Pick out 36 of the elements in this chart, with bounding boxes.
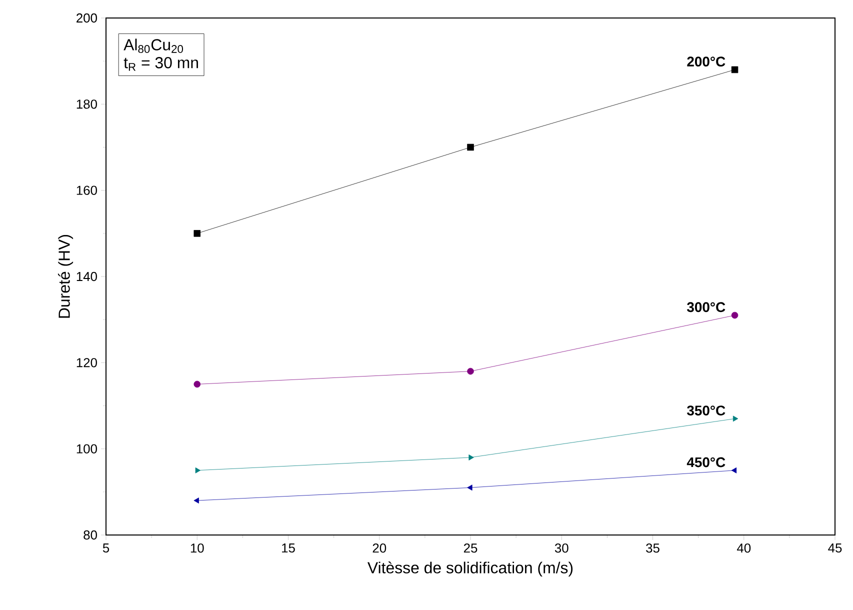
x-tick-label: 40 [736, 544, 751, 553]
series-label: 450°C [686, 457, 726, 468]
x-tick-label: 35 [646, 544, 660, 553]
point [195, 467, 201, 474]
x-tick-label: 10 [190, 544, 204, 553]
y-tick-label: 180 [76, 100, 97, 109]
point [194, 230, 201, 237]
point [467, 368, 474, 375]
series-label: 350°C [686, 406, 726, 416]
x-tick-label: 45 [828, 544, 842, 553]
x-tick-label: 20 [372, 544, 386, 553]
x-axis-title: Vitèsse de solidification (m/s) [368, 562, 573, 577]
x-tick-label: 30 [554, 544, 568, 553]
point [467, 484, 472, 491]
point [468, 454, 474, 460]
point [731, 467, 737, 474]
y-tick-label: 160 [76, 186, 97, 195]
y-tick-label: 100 [76, 444, 97, 454]
series-label: 300°C [686, 302, 726, 312]
y-tick-label: 200 [76, 13, 97, 23]
y-tick-label: 140 [76, 272, 97, 282]
point [194, 380, 201, 388]
annotation: t$_{R}$ = 30 mn [124, 57, 198, 71]
y-tick-label: 80 [84, 530, 97, 540]
point [731, 66, 738, 74]
x-tick-label: 15 [282, 544, 295, 553]
series-label: 200°C [687, 56, 726, 67]
point [731, 312, 738, 319]
y-axis-title: Dureté (HV) [58, 235, 74, 318]
x-tick-label: 5 [102, 544, 110, 553]
point [194, 498, 199, 504]
annotation: Al$_{80}$Cu$_{20}$ [124, 38, 184, 53]
y-tick-label: 120 [76, 358, 97, 368]
point [467, 144, 474, 151]
point [732, 416, 738, 422]
x-tick-label: 25 [464, 544, 478, 553]
